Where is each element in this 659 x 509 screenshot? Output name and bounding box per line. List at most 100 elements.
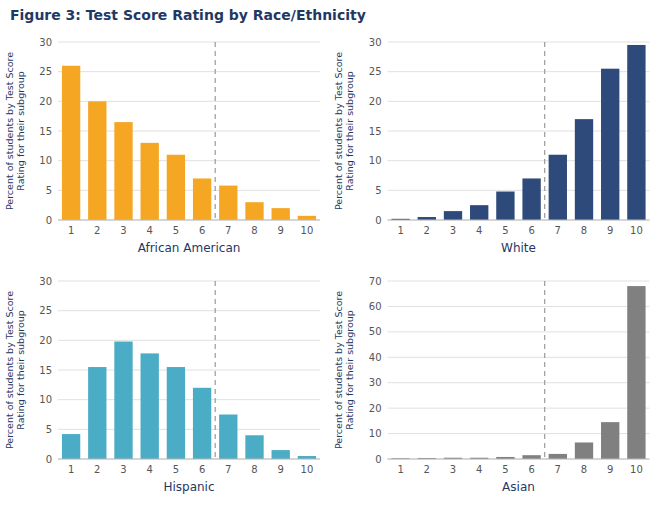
y-axis-label-line: Percent of students by Test Score [333,52,344,210]
bars [391,42,645,220]
bar [167,367,185,459]
x-axis-line [388,459,650,460]
bar [601,69,619,220]
grid-line [58,310,320,311]
x-tick-label: 2 [94,464,100,475]
bar [272,450,290,459]
y-axis-label-line: Rating for their subgroup [344,71,355,190]
x-tick-label: 9 [278,464,284,475]
bar [496,192,514,220]
x-tick-label: 7 [225,225,231,236]
x-tick-label: 5 [502,225,508,236]
x-tick-label: 1 [68,225,74,236]
x-tick-label: 2 [94,225,100,236]
y-axis-label-line: Rating for their subgroup [15,71,26,190]
grid-line [58,220,320,221]
y-axis-label-line: Percent of students by Test Score [4,52,15,210]
grid-line [388,220,650,221]
x-tick-label: 1 [68,464,74,475]
x-tick-label: 3 [450,464,456,475]
bar [549,155,567,220]
x-tick-label: 7 [555,464,561,475]
y-tick-label: 40 [369,352,382,363]
y-tick-label: 60 [369,301,382,312]
x-tick-label: 10 [301,464,314,475]
x-axis-line [58,459,320,460]
bars [62,42,316,220]
x-tick-label: 5 [173,464,179,475]
bar [522,178,540,220]
y-axis-label-line: Rating for their subgroup [344,310,355,429]
y-tick-label: 70 [369,276,382,287]
grid-line [388,42,650,43]
y-tick-label: 10 [39,394,52,405]
y-tick-label: 20 [39,335,52,346]
x-axis-line [388,220,650,221]
grid-line [388,459,650,460]
bar [141,353,159,459]
y-tick-label: 15 [39,365,52,376]
y-axis-label: Percent of students by Test ScoreRating … [333,291,355,449]
y-tick-label: 25 [39,66,52,77]
grid-line [58,71,320,72]
bar [627,45,645,220]
bar [167,155,185,220]
bar [549,454,567,459]
panel: 05101520253012345678910HispanicPercent o… [4,276,321,495]
x-tick-label: 2 [424,225,430,236]
grid-line [58,42,320,43]
y-tick-label: 20 [369,403,382,414]
x-tick-label: 5 [502,464,508,475]
bars [391,281,645,459]
x-tick-label: 8 [251,225,257,236]
grid-line [58,459,320,460]
x-tick-label: 3 [120,464,126,475]
x-tick-label: 1 [397,464,403,475]
grid-line [388,331,650,332]
bar [245,202,263,220]
bar [193,178,211,220]
y-tick-label: 20 [39,96,52,107]
y-tick-label: 5 [46,185,52,196]
bar [298,216,316,220]
x-tick-label: 10 [301,225,314,236]
x-tick-label: 3 [450,225,456,236]
y-axis-label-line: Percent of students by Test Score [333,291,344,449]
title: Figure 3: Test Score Rating by Race/Ethn… [10,7,366,23]
y-tick-label: 20 [369,96,382,107]
reference-line [215,281,216,459]
x-axis-line [58,220,320,221]
bar [62,66,80,220]
y-tick-label: 15 [39,126,52,137]
bar [219,186,237,220]
grid-line [388,306,650,307]
x-tick-label: 10 [630,225,643,236]
bars [62,281,316,459]
bar [88,101,106,220]
x-tick-label: 5 [173,225,179,236]
y-tick-label: 0 [46,454,52,465]
y-axis-label-line: Percent of students by Test Score [4,291,15,449]
y-tick-label: 30 [369,377,382,388]
x-tick-label: 3 [120,225,126,236]
panel: 01020304050607012345678910AsianPercent o… [333,276,650,495]
x-tick-label: 9 [278,225,284,236]
x-tick-label: 6 [199,464,205,475]
y-tick-label: 25 [39,305,52,316]
x-axis-label: African American [138,241,241,255]
y-tick-label: 25 [369,66,382,77]
reference-line [544,281,545,459]
x-tick-label: 6 [199,225,205,236]
x-axis-label: Asian [502,480,535,494]
y-tick-label: 5 [46,424,52,435]
bar [575,119,593,220]
bar [88,367,106,459]
bar [272,208,290,220]
grid-line [58,340,320,341]
x-tick-label: 10 [630,464,643,475]
grid-line [58,281,320,282]
y-tick-label: 10 [369,155,382,166]
x-tick-label: 6 [528,464,534,475]
x-tick-label: 7 [555,225,561,236]
y-tick-label: 30 [39,37,52,48]
